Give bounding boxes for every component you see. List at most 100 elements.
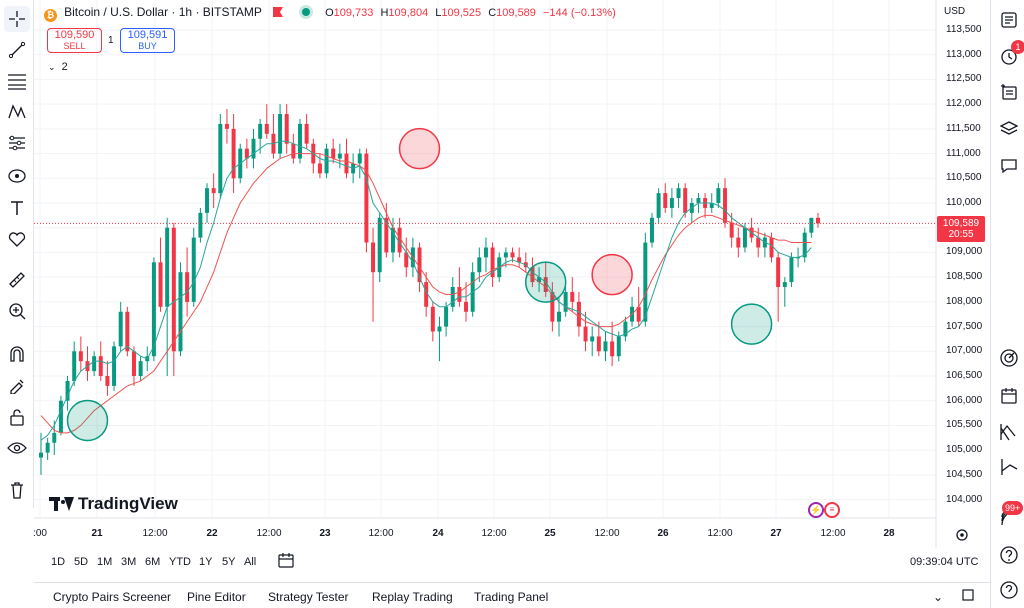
candle bbox=[98, 356, 103, 377]
ideas-icon[interactable]: ⚡ bbox=[808, 502, 824, 518]
candle bbox=[218, 123, 223, 194]
candle bbox=[563, 291, 568, 312]
candle bbox=[643, 242, 648, 322]
chart-grid bbox=[34, 0, 936, 518]
candle bbox=[251, 138, 256, 159]
timeframe-button-5d[interactable]: 5D bbox=[74, 556, 89, 568]
indicators-count: 2 bbox=[61, 61, 68, 73]
lock-icon[interactable] bbox=[4, 404, 30, 430]
price-tick-label: 109,000 bbox=[946, 246, 983, 258]
candle bbox=[789, 257, 794, 283]
bottom-tab[interactable]: Trading Panel bbox=[474, 590, 549, 604]
hotlist-icon[interactable] bbox=[995, 418, 1023, 446]
price-tick-label: 106,000 bbox=[946, 394, 983, 406]
timeframe-button-6m[interactable]: 6M bbox=[145, 556, 161, 568]
candle bbox=[802, 232, 807, 258]
timeframe-button-3m[interactable]: 3M bbox=[121, 556, 137, 568]
high-label: H bbox=[380, 7, 389, 19]
countdown-label: 20:55 bbox=[948, 229, 974, 240]
pattern-icon[interactable] bbox=[4, 99, 30, 125]
heart-icon[interactable] bbox=[4, 226, 30, 252]
text-icon[interactable] bbox=[4, 195, 30, 221]
candle bbox=[616, 336, 621, 357]
buy-button[interactable]: 109,591 BUY bbox=[120, 28, 175, 53]
bitcoin-icon: ₿ bbox=[44, 9, 57, 22]
bottom-tab[interactable]: Strategy Tester bbox=[268, 590, 349, 604]
price-tick-label: 111,500 bbox=[946, 122, 981, 134]
trend-line-icon[interactable] bbox=[4, 37, 30, 63]
bottom-tab[interactable]: Pine Editor bbox=[187, 590, 246, 604]
zoom-in-icon[interactable] bbox=[4, 298, 30, 324]
candle bbox=[45, 442, 50, 453]
candle bbox=[636, 306, 641, 322]
news-flag-icon[interactable]: ≡ bbox=[824, 502, 840, 518]
price-chart[interactable] bbox=[34, 0, 990, 548]
timeframe-button-all[interactable]: All bbox=[244, 556, 257, 568]
candle bbox=[557, 311, 561, 322]
timeframe-button-1m[interactable]: 1M bbox=[97, 556, 113, 568]
minimize-panel-icon[interactable]: ⌄ bbox=[933, 590, 944, 604]
target-icon[interactable] bbox=[995, 344, 1023, 372]
time-tick-label: 12:00 bbox=[368, 528, 394, 539]
time-tick-label: 12:00 bbox=[256, 528, 282, 539]
fib-retracement-icon[interactable] bbox=[4, 68, 30, 94]
symbol-legend[interactable]: ₿ Bitcoin / U.S. Dollar · 1h · BITSTAMP … bbox=[44, 5, 616, 22]
candle bbox=[570, 291, 575, 302]
timeframe-button-ytd[interactable]: YTD bbox=[169, 556, 191, 568]
layers-icon[interactable] bbox=[995, 115, 1023, 143]
candle bbox=[384, 217, 389, 253]
settings-gear-icon[interactable] bbox=[955, 528, 969, 547]
candle bbox=[112, 346, 117, 386]
candle bbox=[417, 247, 422, 283]
low-label: L bbox=[435, 7, 442, 19]
trash-icon[interactable] bbox=[4, 477, 30, 503]
watchlist-icon[interactable] bbox=[995, 6, 1023, 34]
timeframe-button-1y[interactable]: 1Y bbox=[199, 556, 213, 568]
help-circle-icon[interactable] bbox=[995, 576, 1023, 604]
candle bbox=[278, 114, 283, 154]
candle bbox=[404, 252, 409, 268]
help-icon[interactable] bbox=[995, 541, 1023, 569]
ruler-icon[interactable] bbox=[4, 267, 30, 293]
candle bbox=[610, 341, 615, 357]
pine-chart-icon[interactable] bbox=[995, 453, 1023, 481]
candle bbox=[590, 336, 595, 342]
candle bbox=[291, 143, 296, 159]
candle bbox=[317, 163, 322, 174]
price-tick-label: 107,500 bbox=[946, 320, 983, 332]
currency-label[interactable]: USD bbox=[944, 6, 966, 17]
timeframe-button-5y[interactable]: 5Y bbox=[222, 556, 236, 568]
forecast-icon[interactable] bbox=[4, 130, 30, 156]
bottom-tab[interactable]: Crypto Pairs Screener bbox=[53, 590, 172, 604]
crosshair-icon[interactable] bbox=[4, 6, 30, 32]
candle bbox=[185, 272, 190, 302]
lock-drawings-icon[interactable] bbox=[4, 372, 30, 398]
calendar-icon[interactable] bbox=[995, 382, 1023, 410]
indicators-toggle[interactable]: ⌄ 2 bbox=[48, 61, 68, 73]
candle bbox=[669, 198, 674, 208]
chat-icon[interactable] bbox=[995, 152, 1023, 180]
candle bbox=[742, 227, 747, 248]
brush-icon[interactable] bbox=[4, 163, 30, 189]
right-sidebar: 1 99+ bbox=[990, 0, 1024, 608]
candle bbox=[769, 237, 774, 258]
candle bbox=[72, 351, 77, 381]
price-tick-label: 108,000 bbox=[946, 295, 983, 307]
magnet-icon[interactable] bbox=[4, 341, 30, 367]
buy-label: BUY bbox=[138, 41, 157, 51]
buy-signal-marker bbox=[730, 303, 773, 345]
flag-icon[interactable] bbox=[272, 7, 283, 17]
timeframe-button-1d[interactable]: 1D bbox=[51, 556, 66, 568]
data-window-icon[interactable] bbox=[995, 78, 1023, 106]
date-range-icon[interactable] bbox=[278, 552, 294, 573]
sell-button[interactable]: 109,590 SELL bbox=[47, 28, 102, 53]
market-status-icon bbox=[302, 8, 311, 16]
alerts-clock-icon[interactable] bbox=[995, 42, 1023, 70]
eye-icon[interactable] bbox=[4, 435, 30, 461]
bottom-tab[interactable]: Replay Trading bbox=[372, 590, 453, 604]
candle bbox=[39, 452, 43, 458]
sell-signal-marker bbox=[398, 127, 441, 170]
clock-label[interactable]: 09:39:04 UTC bbox=[910, 556, 979, 568]
maximize-panel-icon[interactable] bbox=[962, 588, 974, 606]
symbol-title[interactable]: Bitcoin / U.S. Dollar · 1h · BITSTAMP bbox=[64, 5, 262, 19]
